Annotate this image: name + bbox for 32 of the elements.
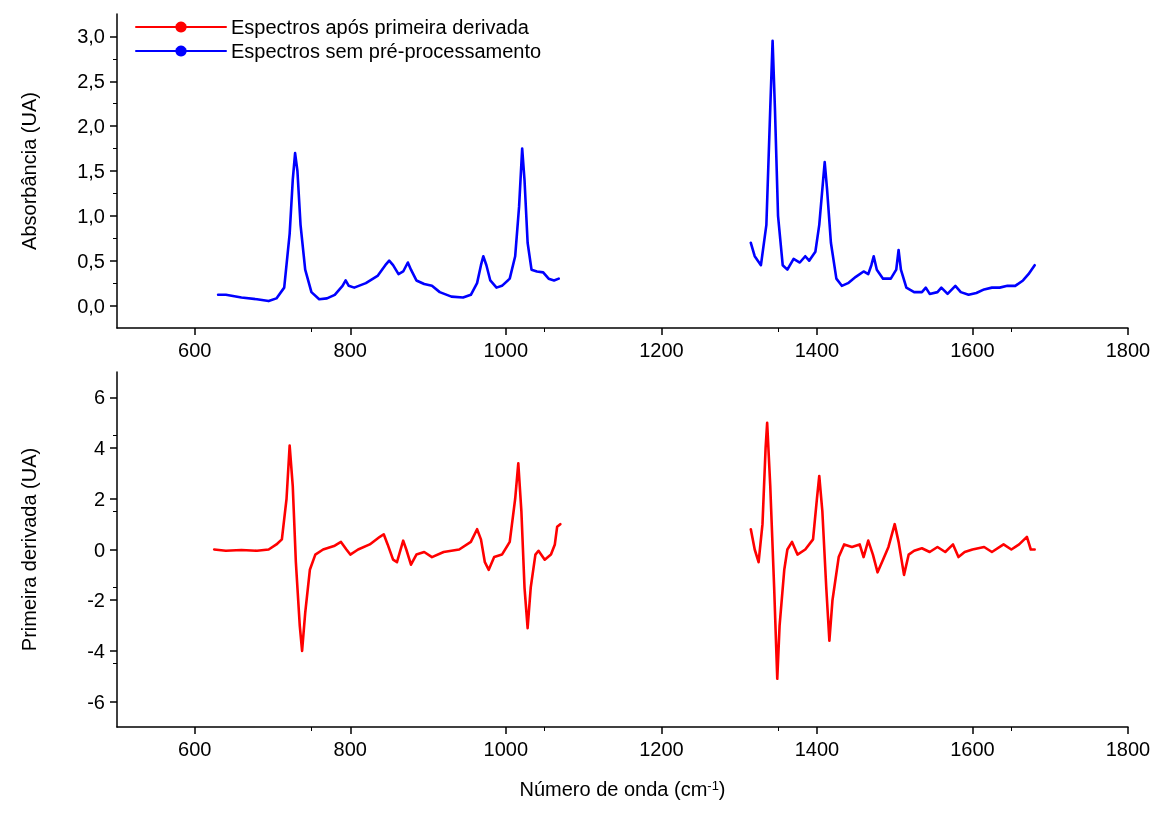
y-tick-label: -4: [87, 639, 105, 662]
y-tick-label: 3,0: [77, 25, 105, 48]
y-tick-label: 2,0: [77, 115, 105, 138]
x-tick-label: 1800: [1105, 738, 1151, 760]
x-tick-label: 1200: [639, 738, 684, 760]
x-tick-label: 1600: [950, 339, 995, 361]
x-tick-label: 1400: [794, 339, 840, 361]
x-tick-label: 1200: [639, 339, 684, 361]
y-tick-label: -2: [87, 589, 105, 612]
x-tick-label: 1400: [794, 738, 840, 760]
legend-label: Espectros após primeira derivada: [231, 16, 530, 38]
y-tick-label: 2,5: [77, 70, 105, 93]
x-tick-label: 1600: [950, 738, 995, 760]
y-tick-label: 0,0: [77, 294, 105, 317]
x-tick-label: 1800: [1105, 339, 1151, 361]
x-tick-label: 1000: [483, 339, 529, 361]
y-tick-label: 0: [93, 538, 105, 561]
y-axis-title: Primeira derivada (UA): [18, 447, 40, 652]
legend-label: Espectros sem pré-processamento: [231, 40, 542, 62]
y-tick-label: 4: [93, 437, 105, 460]
y-tick-label: 2: [93, 487, 105, 510]
x-tick-label: 800: [333, 339, 367, 361]
y-axis-title: Absorbância (UA): [18, 92, 40, 250]
y-tick-label: 1,5: [77, 160, 105, 182]
y-tick-label: -6: [87, 690, 105, 713]
x-tick-label: 600: [178, 738, 212, 760]
x-tick-label: 1000: [483, 738, 529, 760]
x-tick-label: 600: [178, 339, 212, 361]
y-tick-label: 0,5: [77, 249, 105, 272]
y-tick-label: 6: [93, 386, 105, 409]
y-tick-label: 1,0: [77, 204, 105, 227]
x-tick-label: 800: [333, 738, 367, 760]
